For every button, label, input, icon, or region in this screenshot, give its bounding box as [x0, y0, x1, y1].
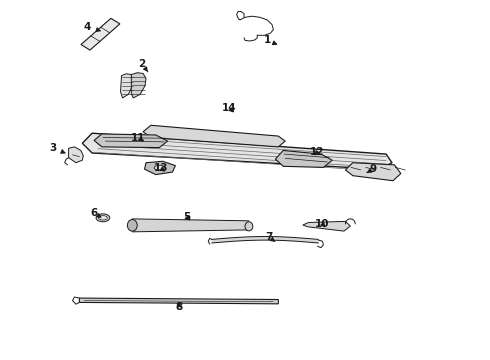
Polygon shape [345, 163, 401, 181]
Ellipse shape [127, 220, 137, 231]
Text: 14: 14 [222, 103, 237, 113]
Text: 4: 4 [83, 22, 100, 32]
Polygon shape [212, 237, 318, 243]
Text: 3: 3 [49, 143, 65, 153]
Polygon shape [145, 161, 175, 175]
Polygon shape [94, 134, 168, 148]
Ellipse shape [154, 165, 164, 170]
Polygon shape [81, 18, 120, 50]
Polygon shape [131, 73, 146, 98]
Text: 6: 6 [91, 208, 101, 218]
Polygon shape [69, 147, 83, 163]
Text: 8: 8 [175, 302, 182, 312]
Polygon shape [79, 298, 278, 304]
Polygon shape [121, 74, 133, 98]
Text: 1: 1 [264, 35, 277, 45]
Ellipse shape [98, 216, 107, 220]
Text: 12: 12 [310, 147, 325, 157]
Polygon shape [303, 221, 350, 231]
Text: 10: 10 [315, 219, 330, 229]
Polygon shape [132, 219, 249, 232]
Polygon shape [143, 125, 285, 147]
Text: 5: 5 [184, 212, 191, 222]
Ellipse shape [96, 214, 110, 222]
Text: 11: 11 [131, 132, 146, 143]
Text: 7: 7 [265, 232, 275, 242]
Text: 13: 13 [153, 163, 168, 174]
Polygon shape [82, 133, 392, 169]
Ellipse shape [245, 222, 253, 231]
Text: 2: 2 [139, 59, 148, 72]
Text: 9: 9 [367, 164, 377, 174]
Polygon shape [275, 150, 332, 167]
